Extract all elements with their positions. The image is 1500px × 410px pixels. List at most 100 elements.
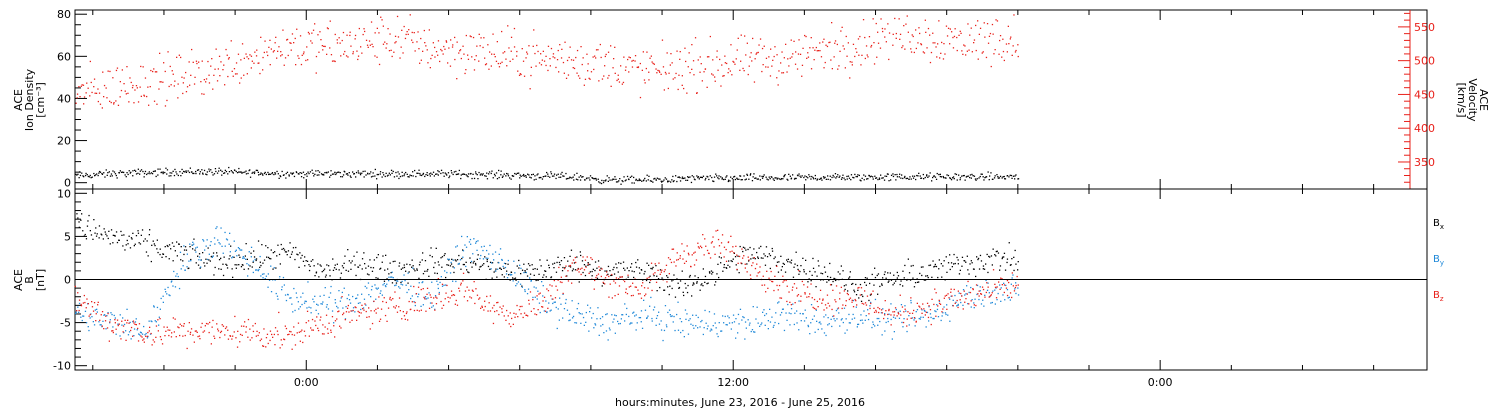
data-point <box>542 300 544 302</box>
data-point <box>828 323 830 325</box>
data-point <box>272 51 274 53</box>
data-point <box>390 272 392 274</box>
data-point <box>202 252 204 254</box>
data-point <box>701 80 703 82</box>
data-point <box>771 176 773 178</box>
data-point <box>418 293 420 295</box>
data-point <box>503 315 505 317</box>
data-point <box>576 308 578 310</box>
data-point <box>1009 38 1011 40</box>
data-point <box>131 87 134 89</box>
data-point <box>315 272 317 274</box>
data-point <box>270 265 272 267</box>
data-point <box>572 268 574 270</box>
data-point <box>160 81 162 83</box>
data-point <box>643 179 645 181</box>
data-point <box>274 173 277 175</box>
data-point <box>881 334 883 336</box>
data-point <box>407 272 409 274</box>
data-point <box>916 302 918 304</box>
data-point <box>342 307 344 309</box>
data-point <box>291 303 293 305</box>
data-point <box>897 312 899 314</box>
data-point <box>743 255 745 257</box>
data-point <box>1014 175 1016 177</box>
data-point <box>99 324 101 326</box>
data-point <box>828 41 830 44</box>
data-point <box>269 39 271 41</box>
data-point <box>901 306 904 308</box>
data-point <box>997 177 999 179</box>
data-point <box>533 286 535 288</box>
data-point <box>192 334 194 336</box>
data-point <box>406 173 408 175</box>
data-point <box>158 88 160 90</box>
data-point <box>366 287 368 289</box>
data-point <box>812 306 814 309</box>
data-point <box>783 176 785 178</box>
data-point <box>541 178 544 180</box>
data-point <box>101 234 103 236</box>
data-point <box>145 332 147 335</box>
data-point <box>921 312 923 314</box>
data-point <box>677 176 679 178</box>
data-point <box>778 301 780 303</box>
data-point <box>442 172 444 174</box>
data-point <box>220 268 222 270</box>
data-point <box>483 309 485 311</box>
data-point <box>80 219 82 221</box>
data-point <box>714 253 716 255</box>
data-point <box>230 40 232 42</box>
data-point <box>870 44 873 47</box>
data-point <box>207 258 209 261</box>
data-point <box>261 173 263 175</box>
data-point <box>1013 256 1015 258</box>
data-point <box>519 177 521 179</box>
data-point <box>398 286 400 288</box>
data-point <box>999 288 1001 290</box>
data-point <box>826 45 829 48</box>
data-point <box>749 246 751 249</box>
data-point <box>179 334 181 337</box>
data-point <box>887 320 889 323</box>
data-point <box>255 55 258 57</box>
data-point <box>543 274 545 276</box>
data-point <box>200 326 202 328</box>
data-point <box>688 254 690 256</box>
data-point <box>677 329 680 331</box>
data-point <box>997 292 999 295</box>
data-point <box>311 42 313 44</box>
data-point <box>350 45 352 47</box>
data-point <box>618 285 621 287</box>
data-point <box>834 40 837 42</box>
data-point <box>356 50 358 52</box>
data-point <box>820 323 822 325</box>
data-point <box>571 262 573 264</box>
data-point <box>154 170 156 172</box>
data-point <box>305 59 307 62</box>
data-point <box>584 179 586 181</box>
data-point <box>942 265 944 267</box>
data-point <box>771 250 774 252</box>
data-point <box>632 294 634 297</box>
data-point <box>77 217 79 219</box>
data-point <box>434 272 436 274</box>
data-point <box>718 175 720 177</box>
data-point <box>472 290 474 292</box>
data-point <box>855 294 858 296</box>
data-point <box>518 259 520 262</box>
data-point <box>143 338 145 340</box>
data-point <box>878 317 880 320</box>
data-point <box>80 303 82 306</box>
data-point <box>895 32 897 35</box>
data-point <box>1012 45 1014 47</box>
data-point <box>95 235 98 237</box>
data-point <box>108 340 110 342</box>
data-point <box>892 284 894 286</box>
data-point <box>610 85 612 87</box>
data-point <box>867 318 870 321</box>
data-point <box>841 177 843 179</box>
data-point <box>168 294 170 296</box>
data-point <box>603 332 605 334</box>
data-point <box>929 313 932 315</box>
